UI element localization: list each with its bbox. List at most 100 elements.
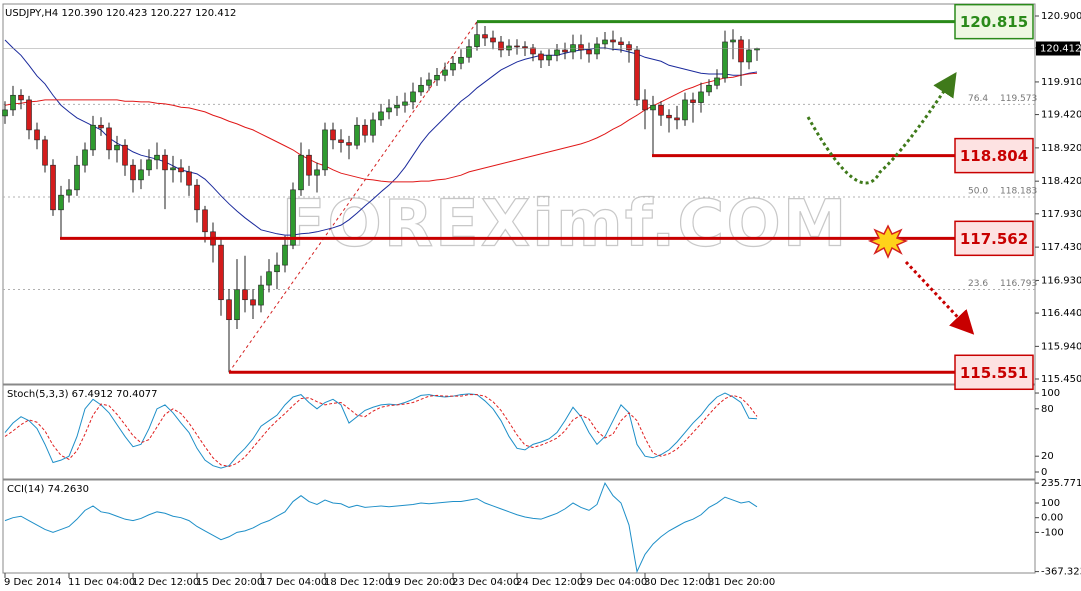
level-box <box>954 354 1034 391</box>
candle-body <box>266 271 272 286</box>
x-tick-label: 31 Dec 20:00 <box>708 577 775 588</box>
candle-body <box>682 99 688 121</box>
candle-body <box>234 289 240 321</box>
level-box <box>954 137 1034 174</box>
candle-body <box>514 45 520 48</box>
y-tick-label: 0.00 <box>1041 513 1063 524</box>
candle-body <box>386 107 392 113</box>
candle-body <box>434 74 440 81</box>
current-price-label: 120.412 <box>1040 43 1081 54</box>
candle-body <box>274 264 280 273</box>
candle-body <box>466 46 472 58</box>
candle-body <box>522 46 528 49</box>
y-tick-label: 115.450 <box>1041 374 1081 385</box>
y-tick-label: -100 <box>1041 527 1064 538</box>
candle-body <box>170 167 176 171</box>
candle-body <box>674 117 680 121</box>
candle-body <box>58 194 64 211</box>
y-tick-label: 118.420 <box>1041 176 1081 187</box>
candle-body <box>690 99 696 103</box>
candle-body <box>722 41 728 79</box>
candle-body <box>18 94 24 101</box>
candle-body <box>634 49 640 101</box>
candle-body <box>66 189 72 196</box>
level-box <box>954 220 1034 257</box>
moving-average <box>4 39 758 236</box>
moving-average <box>4 72 758 183</box>
candle-body <box>546 54 552 61</box>
y-tick-label: 116.930 <box>1041 275 1081 286</box>
level-label: 117.562 <box>960 230 1028 248</box>
candle-body <box>42 139 48 166</box>
y-tick-label: 235.7714 <box>1041 478 1081 489</box>
bullish-arrow <box>806 71 957 185</box>
candle-body <box>90 124 96 151</box>
candle-body <box>314 169 320 176</box>
y-tick-label: 100 <box>1041 498 1060 509</box>
x-tick-label: 23 Dec 04:00 <box>452 577 519 588</box>
y-tick-label: 116.440 <box>1041 308 1081 319</box>
bearish-arrow <box>904 260 975 335</box>
candle-body <box>226 299 232 321</box>
cci-panel <box>2 479 1036 574</box>
y-tick-label: 117.430 <box>1041 242 1081 253</box>
x-tick-label: 19 Dec 20:00 <box>388 577 455 588</box>
candle-body <box>474 34 480 47</box>
candle-body <box>242 289 248 301</box>
candle-body <box>306 154 312 176</box>
x-tick-label: 24 Dec 12:00 <box>516 577 583 588</box>
candle-body <box>450 62 456 71</box>
watermark: FOREXimf.COM <box>282 188 849 262</box>
x-tick-label: 12 Dec 12:00 <box>132 577 199 588</box>
fib-price: 118.183 <box>1000 186 1037 196</box>
y-tick-label: 100 <box>1041 388 1060 399</box>
candle-body <box>34 129 40 141</box>
candle-body <box>370 119 376 136</box>
candle-body <box>746 49 752 63</box>
stoch-title: Stoch(5,3,3) 67.4912 70.4077 <box>7 389 158 400</box>
candle-body <box>666 114 672 119</box>
y-tick-label: 119.420 <box>1041 110 1081 121</box>
indicator-line <box>4 481 758 574</box>
indicator-line <box>4 394 758 467</box>
candle-body <box>378 111 384 121</box>
candle-body <box>74 164 80 191</box>
candle-body <box>602 39 608 45</box>
candle-body <box>26 99 32 131</box>
candle-body <box>594 43 600 55</box>
candle-body <box>586 49 592 55</box>
x-tick-label: 18 Dec 12:00 <box>324 577 391 588</box>
candle-body <box>610 39 616 43</box>
candle-body <box>426 79 432 86</box>
candle-body <box>418 84 424 93</box>
candle-body <box>554 49 560 56</box>
x-tick-label: 15 Dec 20:00 <box>196 577 263 588</box>
candle-body <box>530 47 536 55</box>
candle-body <box>650 104 656 111</box>
y-tick-label: 118.920 <box>1041 143 1081 154</box>
candle-body <box>442 69 448 76</box>
candle-body <box>130 164 136 181</box>
current-price-box <box>1036 41 1080 56</box>
candle-body <box>322 129 328 171</box>
candle-body <box>154 154 160 161</box>
y-tick-label: 115.940 <box>1041 341 1081 352</box>
candle-body <box>162 154 168 171</box>
candle-body <box>98 124 104 129</box>
candle-body <box>178 167 184 173</box>
stoch-panel <box>2 384 1036 480</box>
candle-body <box>578 44 584 51</box>
candle-body <box>706 84 712 93</box>
fib-ratio: 23.6 <box>968 279 988 289</box>
chart-title: USDJPY,H4 120.390 120.423 120.227 120.41… <box>5 8 236 19</box>
candle-body <box>146 159 152 171</box>
candle-body <box>330 129 336 141</box>
candle-body <box>402 101 408 106</box>
candle-body <box>282 244 288 266</box>
fib-price: 119.573 <box>1000 94 1037 104</box>
marks: FOREXimf.COM120.900120.420119.910119.420… <box>2 3 1081 588</box>
candle-body <box>218 244 224 301</box>
y-tick-label: 80 <box>1041 404 1054 415</box>
y-tick-label: 20 <box>1041 451 1054 462</box>
